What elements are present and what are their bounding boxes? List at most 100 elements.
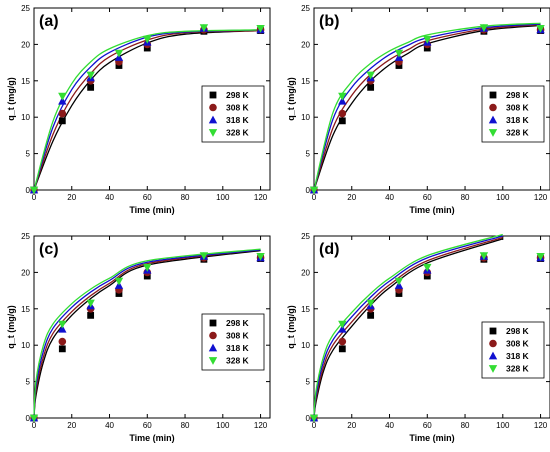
x-tick-label: 40 xyxy=(385,421,394,430)
x-tick-label: 100 xyxy=(216,421,230,430)
y-tick-label: 0 xyxy=(26,414,31,423)
panel-c: 0 20 40 60 80 100 120 0 5 10 15 20 25 Time (min) q_t (… xyxy=(6,232,271,443)
legend-label: 328 K xyxy=(506,364,530,374)
x-tick-label: 20 xyxy=(347,421,356,430)
plot-frame xyxy=(313,235,550,419)
data-point-328K xyxy=(536,252,545,261)
data-point-328K xyxy=(114,49,124,58)
y-tick-label: 0 xyxy=(306,414,311,423)
data-point-318K xyxy=(338,96,347,105)
fit-curve-308K xyxy=(313,24,541,191)
data-point-298K xyxy=(367,311,375,319)
data-point-298K xyxy=(338,117,346,125)
y-tick-label: 20 xyxy=(301,40,310,49)
data-point-298K xyxy=(58,117,66,125)
fit-curve-318K xyxy=(33,29,261,191)
y-tick-label: 15 xyxy=(301,77,310,86)
data-point-328K xyxy=(114,277,124,286)
panel-label: (c) xyxy=(39,241,59,258)
data-point-328K xyxy=(58,92,67,101)
y-tick-label: 10 xyxy=(301,113,310,122)
panel-label: (b) xyxy=(319,13,339,30)
data-point-328K xyxy=(199,252,209,261)
y-tick-label: 15 xyxy=(21,305,30,314)
y-tick-label: 20 xyxy=(21,40,30,49)
y-tick-label: 20 xyxy=(21,268,30,277)
y-tick-label: 10 xyxy=(21,341,30,350)
legend-label: 308 K xyxy=(506,339,530,349)
fit-curve-308K xyxy=(33,249,261,419)
x-tick-label: 100 xyxy=(496,193,510,202)
y-tick-label: 0 xyxy=(26,186,31,195)
data-point-298K xyxy=(87,83,95,91)
data-point-318K xyxy=(58,324,67,333)
y-axis-label: q_t (mg/g) xyxy=(286,77,296,121)
legend: 298 K 308 K 318 K 328 K xyxy=(201,85,265,143)
legend-marker xyxy=(209,103,217,112)
fit-curve-328K xyxy=(313,22,541,191)
data-point-328K xyxy=(143,263,152,272)
data-point-328K xyxy=(29,186,39,195)
data-point-308K xyxy=(338,109,347,118)
x-tick-label: 40 xyxy=(105,421,114,430)
legend-marker xyxy=(209,319,217,327)
y-tick-label: 15 xyxy=(21,77,30,86)
data-point-328K xyxy=(479,252,489,261)
legend: 298 K 308 K 318 K 328 K xyxy=(481,321,545,379)
data-point-328K xyxy=(536,24,545,33)
y-tick-label: 25 xyxy=(301,232,310,241)
legend-marker xyxy=(208,343,218,352)
data-point-328K xyxy=(256,252,265,261)
data-point-308K xyxy=(58,337,67,346)
y-axis-label: q_t (mg/g) xyxy=(6,305,16,349)
fit-curve-298K xyxy=(33,29,261,191)
data-point-328K xyxy=(366,299,375,308)
plot-frame xyxy=(33,7,271,191)
x-tick-label: 80 xyxy=(181,193,190,202)
fit-curve-328K xyxy=(33,29,261,191)
data-point-328K xyxy=(256,24,265,33)
data-point-328K xyxy=(366,71,375,80)
x-tick-label: 100 xyxy=(496,421,510,430)
data-point-328K xyxy=(143,35,152,44)
x-tick-label: 120 xyxy=(254,193,268,202)
x-tick-label: 80 xyxy=(461,193,470,202)
legend-label: 298 K xyxy=(226,318,250,328)
fit-curve-298K xyxy=(313,24,541,191)
data-point-318K xyxy=(58,96,67,105)
fit-curve-318K xyxy=(33,249,261,419)
x-tick-label: 120 xyxy=(534,193,548,202)
x-tick-label: 100 xyxy=(216,193,230,202)
x-tick-label: 40 xyxy=(385,193,394,202)
legend-marker xyxy=(208,357,218,365)
panel-a: 0 20 40 60 80 100 120 0 5 10 15 20 25 Time (min) q_t (… xyxy=(6,4,271,215)
legend-marker xyxy=(209,331,217,340)
data-point-298K xyxy=(338,345,346,353)
y-tick-label: 25 xyxy=(21,232,30,241)
x-tick-label: 20 xyxy=(67,421,76,430)
x-axis-label: Time (min) xyxy=(129,205,174,215)
data-point-328K xyxy=(58,320,67,329)
data-point-328K xyxy=(423,35,432,44)
legend-label: 308 K xyxy=(506,103,530,113)
y-tick-label: 15 xyxy=(301,305,310,314)
y-tick-label: 5 xyxy=(26,378,31,387)
plot-frame xyxy=(313,7,550,191)
data-point-328K xyxy=(338,320,347,329)
legend: 298 K 308 K 318 K 328 K xyxy=(201,313,265,371)
x-tick-label: 60 xyxy=(423,421,432,430)
y-tick-label: 10 xyxy=(21,113,30,122)
data-point-328K xyxy=(394,277,404,286)
legend-label: 328 K xyxy=(226,128,250,138)
panel-label: (a) xyxy=(39,13,59,30)
x-tick-label: 60 xyxy=(143,421,152,430)
x-tick-label: 0 xyxy=(32,421,37,430)
y-axis-label: q_t (mg/g) xyxy=(6,77,16,121)
legend-marker xyxy=(489,339,497,348)
legend-marker xyxy=(489,91,497,99)
x-tick-label: 0 xyxy=(312,421,317,430)
y-axis-label: q_t (mg/g) xyxy=(286,305,296,349)
legend-marker xyxy=(488,365,498,373)
x-tick-label: 80 xyxy=(461,421,470,430)
